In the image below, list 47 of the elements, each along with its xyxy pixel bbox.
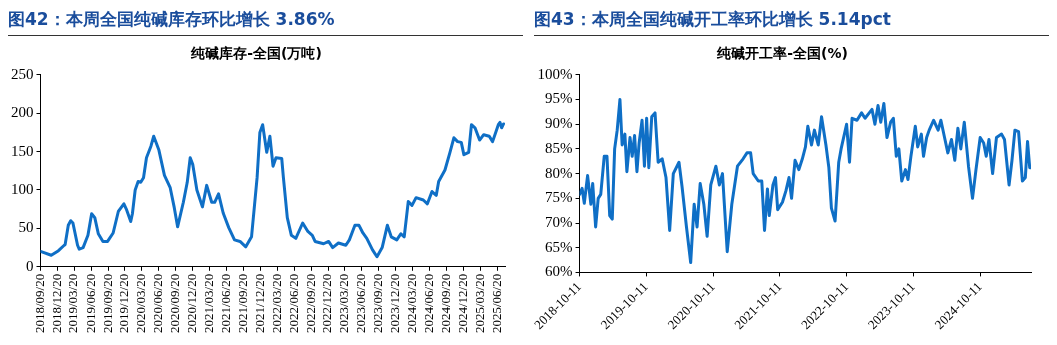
x-tick-label: 2025/03/20	[471, 273, 487, 334]
x-tick-label: 2020/12/20	[184, 273, 200, 334]
y-tick-label: 65%	[545, 238, 573, 255]
y-tick-label: 200	[11, 104, 34, 121]
x-tick-label: 2020/09/20	[167, 273, 183, 334]
x-tick-label: 2019/06/20	[82, 273, 98, 334]
x-tick-label: 2021/06/20	[217, 273, 233, 334]
x-tick-label: 2020/03/20	[133, 273, 149, 334]
y-tick-label: 150	[11, 142, 34, 159]
y-tick-label: 250	[11, 65, 34, 82]
y-tick-label: 0	[26, 257, 34, 274]
x-tick-label: 2019/03/20	[65, 273, 81, 334]
y-tick-label: 70%	[545, 213, 573, 230]
chart-subtitle: 纯碱库存-全国(万吨)	[190, 45, 322, 62]
x-tick-label: 2018/09/20	[31, 273, 47, 334]
x-tick-label: 2022/12/20	[319, 273, 335, 334]
x-tick-label: 2023/12/20	[387, 273, 403, 334]
y-tick-label: 100	[11, 180, 34, 197]
y-tick-label: 100%	[537, 65, 573, 82]
x-tick-label: 2022/06/20	[285, 273, 301, 334]
y-tick-label: 85%	[545, 139, 573, 156]
x-tick-label: 2022/03/20	[268, 273, 284, 334]
x-tick-label: 2023/09/20	[370, 273, 386, 334]
chart-title: 图43：本周全国纯碱开工率环比增长 5.14pct	[534, 8, 1049, 36]
y-tick-label: 90%	[545, 115, 573, 132]
x-tick-label: 2021/03/20	[200, 273, 216, 334]
x-tick-label: 2019/09/20	[99, 273, 115, 334]
x-tick-label: 2024/03/20	[403, 273, 419, 334]
x-tick-label: 2025/06/20	[488, 273, 504, 334]
chart-title: 图42：本周全国纯碱库存环比增长 3.86%	[8, 8, 523, 36]
chart-subtitle: 纯碱开工率-全国(%)	[716, 45, 848, 62]
x-tick-label: 2018/12/20	[48, 273, 64, 334]
x-tick-label: 2020/06/20	[150, 273, 166, 334]
x-tick-label: 2019/12/20	[116, 273, 132, 334]
y-tick-label: 60%	[545, 263, 573, 280]
x-tick-label: 2023/06/20	[353, 273, 369, 334]
x-tick-label: 2024/09/20	[438, 273, 454, 334]
y-tick-label: 95%	[545, 90, 573, 107]
x-tick-label: 2024/06/20	[421, 273, 437, 334]
x-tick-label: 2024/12/20	[454, 273, 470, 334]
y-tick-label: 75%	[545, 189, 573, 206]
y-tick-label: 50	[18, 219, 34, 236]
x-tick-label: 2023/03/20	[336, 273, 352, 334]
x-tick-label: 2021/09/20	[234, 273, 250, 334]
x-tick-label: 2022/09/20	[302, 273, 318, 334]
y-tick-label: 80%	[545, 164, 573, 181]
x-tick-label: 2021/12/20	[251, 273, 267, 334]
